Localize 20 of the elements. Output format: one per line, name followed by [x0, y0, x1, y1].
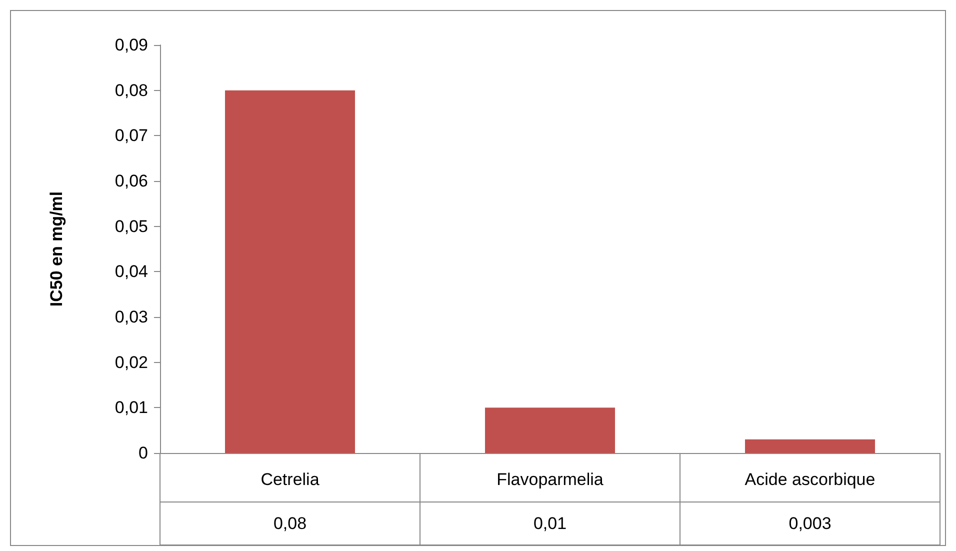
y-tick-label: 0,01: [114, 398, 148, 418]
y-tick-label: 0,06: [114, 172, 148, 190]
data-label: 0,01: [533, 514, 567, 533]
y-tick-label: 0,07: [114, 126, 148, 146]
y-tick-label: 0: [138, 444, 148, 462]
data-label: 0,003: [788, 514, 832, 533]
x-tick-label: Acide ascorbique: [744, 470, 876, 489]
bar: [745, 439, 875, 453]
y-tick-label: 0,04: [114, 262, 148, 282]
x-tick-label: Cetrelia: [260, 470, 320, 489]
y-tick-label: 0,09: [114, 36, 148, 54]
y-tick-label: 0,08: [114, 80, 148, 100]
bar: [225, 90, 355, 453]
data-label: 0,08: [273, 514, 307, 533]
x-tick-label: Flavoparmelia: [496, 470, 604, 489]
y-tick-label: 0,05: [114, 216, 148, 236]
bar: [485, 408, 615, 453]
y-axis-title: IC50 en mg/ml: [47, 191, 66, 307]
y-tick-label: 0,02: [114, 352, 148, 372]
y-tick-label: 0,03: [114, 308, 148, 326]
